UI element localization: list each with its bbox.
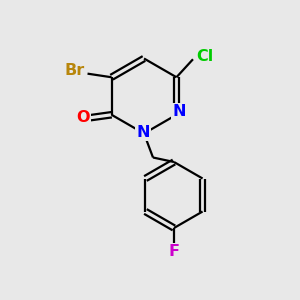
Text: Cl: Cl [196,49,213,64]
Text: Br: Br [65,63,85,77]
Text: F: F [169,244,179,259]
Text: N: N [172,104,186,119]
Text: O: O [76,110,90,125]
Text: N: N [136,125,149,140]
